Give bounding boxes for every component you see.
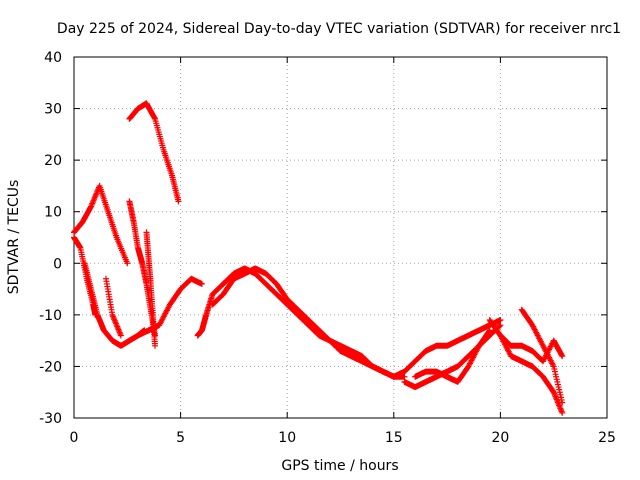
data-series [412,327,493,385]
plus-markers [412,327,493,385]
y-axis-label: SDTVAR / TECUs [6,180,22,295]
plus-markers [486,317,566,416]
x-tick-label: 15 [385,430,403,446]
x-tick-label: 0 [70,430,79,446]
axis-ticks: 0 5 10 15 20 25 -30 -20 -10 0 10 20 30 40 [39,50,616,446]
plus-markers [220,265,397,380]
data-series [194,280,227,339]
data-series [390,317,504,380]
data-series [126,100,182,205]
x-tick-label: 20 [491,430,509,446]
x-tick-label: 5 [176,430,185,446]
x-tick-label: 10 [278,430,296,446]
y-tick-label: -10 [39,308,62,324]
data-series [486,317,566,416]
y-tick-label: -30 [39,411,62,427]
y-tick-label: -20 [39,359,62,375]
plus-markers [194,280,227,339]
data-series [143,229,159,349]
data-series [518,306,566,406]
y-tick-label: 0 [53,256,62,272]
y-tick-label: 20 [44,153,62,169]
y-tick-label: 40 [44,50,62,66]
grid [74,57,607,418]
plus-markers [143,229,159,349]
data-series [134,275,205,339]
y-tick-label: 10 [44,205,62,221]
data-series [102,275,124,339]
y-tick-label: 30 [44,102,62,118]
plus-markers [134,275,205,339]
plus-markers [71,182,131,267]
data-series [220,265,397,380]
plus-markers [126,100,182,205]
plus-markers [390,317,504,380]
x-axis-label: GPS time / hours [281,458,398,474]
data-points [71,100,566,416]
plus-markers [518,306,566,406]
x-tick-label: 25 [598,430,616,446]
data-series [71,182,131,267]
plus-markers [497,332,566,365]
chart-title: Day 225 of 2024, Sidereal Day-to-day VTE… [57,21,621,37]
data-series [497,332,566,365]
plus-markers [102,275,124,339]
